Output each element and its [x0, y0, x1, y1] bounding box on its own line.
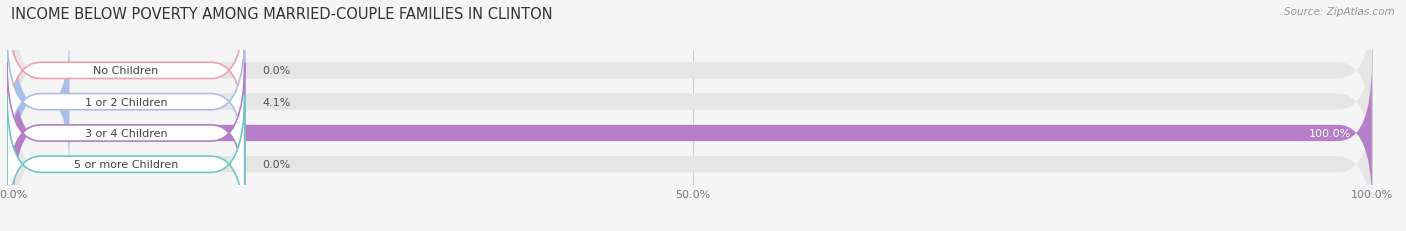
- FancyBboxPatch shape: [14, 64, 1372, 203]
- Text: No Children: No Children: [93, 66, 159, 76]
- FancyBboxPatch shape: [7, 32, 245, 172]
- Text: 1 or 2 Children: 1 or 2 Children: [84, 97, 167, 107]
- Text: 5 or more Children: 5 or more Children: [73, 160, 179, 170]
- FancyBboxPatch shape: [14, 64, 1372, 203]
- Text: 100.0%: 100.0%: [1309, 128, 1351, 138]
- FancyBboxPatch shape: [14, 1, 1372, 141]
- FancyBboxPatch shape: [14, 32, 1372, 172]
- Text: 3 or 4 Children: 3 or 4 Children: [84, 128, 167, 138]
- Text: 0.0%: 0.0%: [263, 160, 291, 170]
- FancyBboxPatch shape: [14, 32, 69, 172]
- Text: 0.0%: 0.0%: [263, 66, 291, 76]
- FancyBboxPatch shape: [7, 1, 245, 141]
- Text: Source: ZipAtlas.com: Source: ZipAtlas.com: [1284, 7, 1395, 17]
- FancyBboxPatch shape: [14, 95, 1372, 231]
- Text: 4.1%: 4.1%: [263, 97, 291, 107]
- FancyBboxPatch shape: [7, 95, 245, 231]
- Text: INCOME BELOW POVERTY AMONG MARRIED-COUPLE FAMILIES IN CLINTON: INCOME BELOW POVERTY AMONG MARRIED-COUPL…: [11, 7, 553, 22]
- FancyBboxPatch shape: [7, 64, 245, 203]
